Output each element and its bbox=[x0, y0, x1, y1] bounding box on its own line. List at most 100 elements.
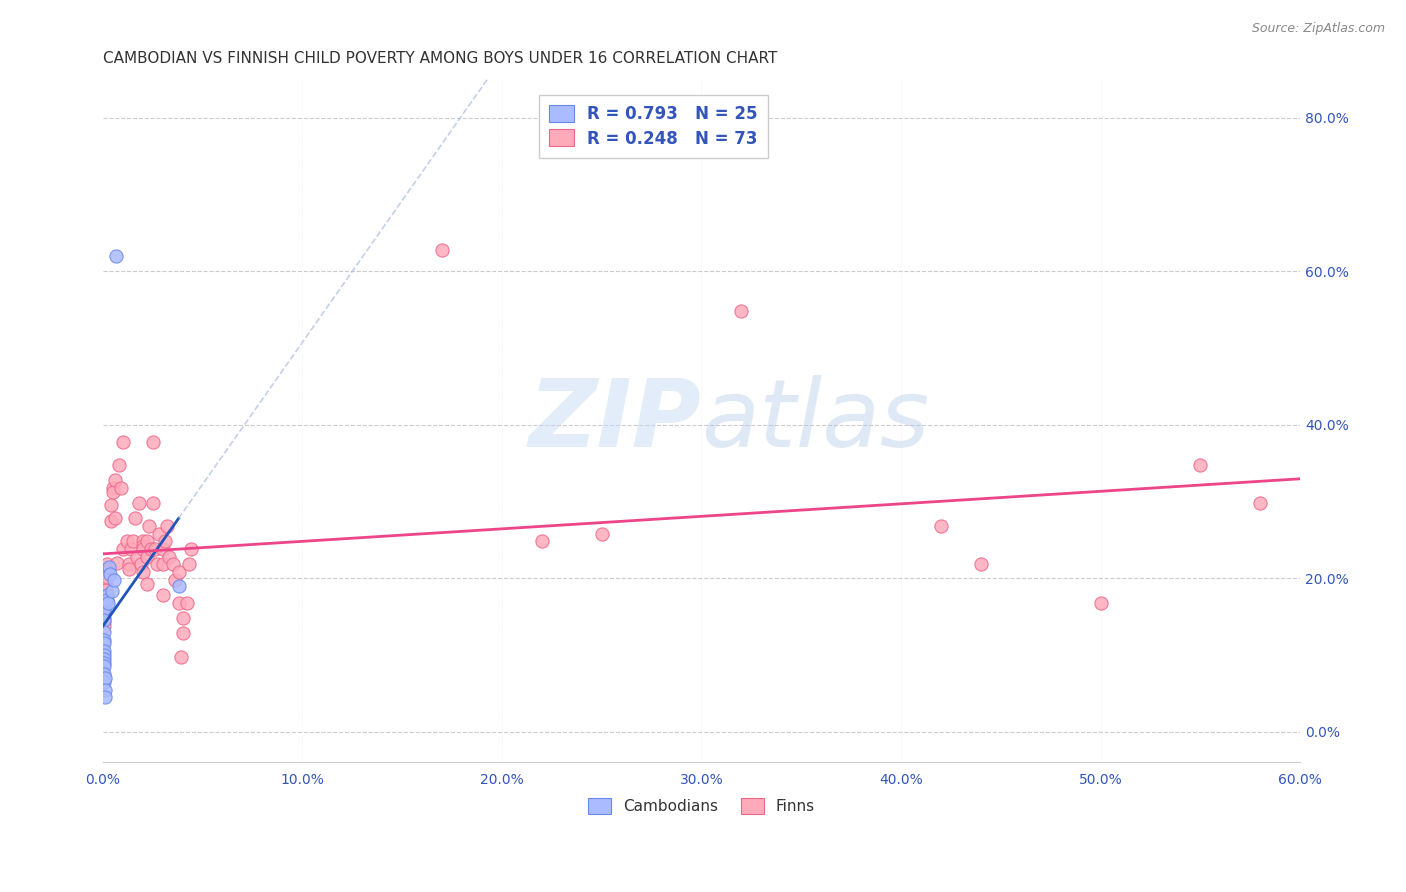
Point bbox=[93, 659, 115, 673]
Point bbox=[124, 511, 146, 525]
Point bbox=[153, 534, 176, 549]
Point bbox=[148, 526, 170, 541]
Point bbox=[180, 542, 202, 557]
Point bbox=[94, 690, 117, 705]
Point bbox=[93, 603, 115, 617]
Point bbox=[93, 596, 115, 610]
Point bbox=[162, 558, 184, 572]
Point bbox=[152, 542, 174, 557]
Point bbox=[730, 304, 752, 318]
Point bbox=[94, 577, 117, 591]
Point bbox=[104, 511, 127, 525]
Point bbox=[118, 562, 141, 576]
Point bbox=[177, 558, 200, 572]
Point bbox=[591, 526, 613, 541]
Point bbox=[94, 582, 117, 597]
Point bbox=[176, 596, 198, 610]
Point bbox=[93, 614, 115, 628]
Point bbox=[96, 588, 118, 602]
Point bbox=[93, 674, 115, 689]
Point bbox=[93, 644, 115, 658]
Point bbox=[145, 558, 167, 572]
Point bbox=[93, 611, 115, 625]
Point bbox=[157, 549, 180, 564]
Point bbox=[94, 682, 117, 697]
Text: atlas: atlas bbox=[702, 376, 929, 467]
Point bbox=[96, 562, 118, 576]
Point bbox=[142, 434, 165, 449]
Point bbox=[120, 542, 142, 557]
Point bbox=[104, 473, 127, 487]
Point bbox=[143, 542, 166, 557]
Point bbox=[156, 519, 179, 533]
Point bbox=[970, 558, 993, 572]
Point bbox=[169, 649, 191, 664]
Point bbox=[125, 549, 148, 564]
Point bbox=[93, 652, 115, 666]
Point bbox=[172, 626, 194, 640]
Point bbox=[152, 558, 174, 572]
Point bbox=[93, 632, 115, 647]
Point bbox=[103, 573, 125, 587]
Point bbox=[163, 573, 186, 587]
Point bbox=[101, 584, 124, 599]
Point bbox=[135, 577, 157, 591]
Point bbox=[101, 481, 124, 495]
Point bbox=[132, 539, 155, 553]
Point bbox=[94, 591, 117, 605]
Point bbox=[101, 485, 124, 500]
Point bbox=[97, 596, 120, 610]
Point bbox=[115, 534, 138, 549]
Text: ZIP: ZIP bbox=[529, 375, 702, 467]
Point bbox=[111, 542, 134, 557]
Point bbox=[96, 558, 118, 572]
Point bbox=[96, 570, 118, 584]
Point bbox=[93, 656, 115, 670]
Point bbox=[1090, 596, 1112, 610]
Point bbox=[132, 565, 155, 579]
Point bbox=[1249, 496, 1271, 510]
Point bbox=[138, 519, 160, 533]
Text: Source: ZipAtlas.com: Source: ZipAtlas.com bbox=[1251, 22, 1385, 36]
Point bbox=[152, 588, 174, 602]
Point bbox=[93, 591, 115, 605]
Point bbox=[129, 558, 152, 572]
Point bbox=[93, 667, 115, 681]
Point bbox=[93, 615, 115, 629]
Point bbox=[96, 592, 118, 607]
Point bbox=[93, 606, 115, 620]
Point bbox=[139, 542, 162, 557]
Point bbox=[93, 648, 115, 662]
Point bbox=[135, 534, 157, 549]
Point bbox=[167, 565, 190, 579]
Point bbox=[132, 542, 155, 557]
Text: CAMBODIAN VS FINNISH CHILD POVERTY AMONG BOYS UNDER 16 CORRELATION CHART: CAMBODIAN VS FINNISH CHILD POVERTY AMONG… bbox=[103, 51, 778, 66]
Point bbox=[93, 624, 115, 639]
Point bbox=[96, 565, 118, 579]
Point bbox=[1189, 458, 1212, 472]
Point bbox=[128, 496, 150, 510]
Point bbox=[105, 556, 128, 570]
Point bbox=[107, 458, 129, 472]
Point bbox=[104, 249, 127, 263]
Point bbox=[94, 671, 117, 685]
Point bbox=[167, 579, 190, 593]
Point bbox=[167, 596, 190, 610]
Point bbox=[100, 514, 122, 528]
Point bbox=[118, 558, 141, 572]
Legend: Cambodians, Finns: Cambodians, Finns bbox=[579, 789, 824, 823]
Point bbox=[93, 619, 115, 633]
Point bbox=[111, 434, 134, 449]
Point bbox=[100, 498, 122, 512]
Point bbox=[110, 481, 132, 495]
Point bbox=[93, 636, 115, 650]
Point bbox=[172, 611, 194, 625]
Point bbox=[121, 534, 143, 549]
Point bbox=[94, 571, 117, 585]
Point bbox=[98, 567, 121, 582]
Point bbox=[98, 559, 121, 574]
Point bbox=[530, 534, 553, 549]
Point bbox=[132, 534, 155, 549]
Point bbox=[93, 602, 115, 616]
Point bbox=[135, 549, 157, 564]
